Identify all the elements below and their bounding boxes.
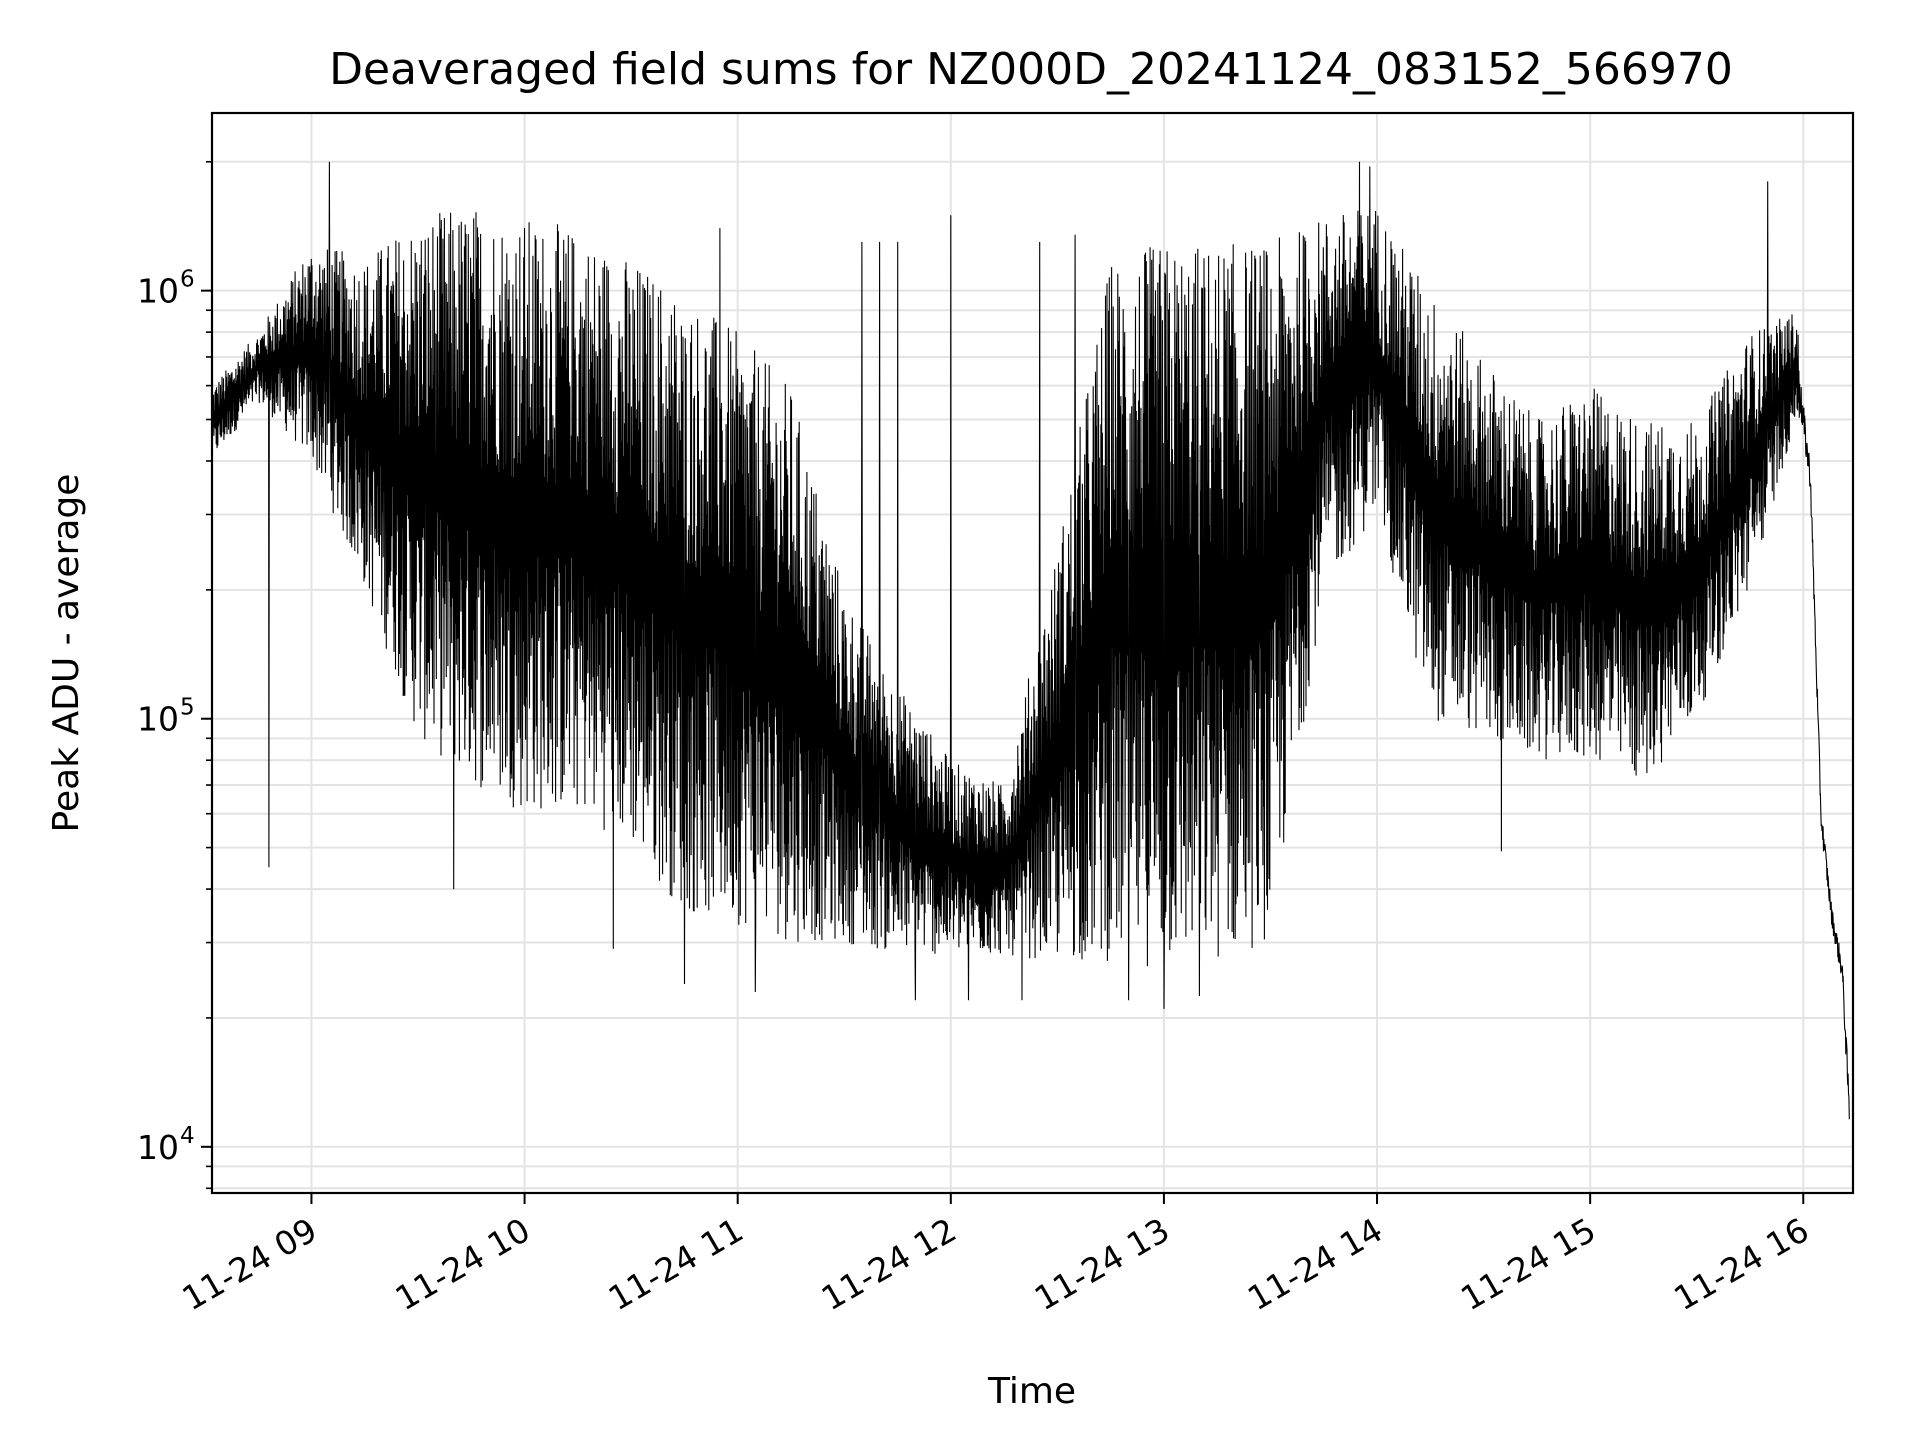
- x-tick-label: 11-24 14: [1241, 1210, 1389, 1318]
- series-line: [211, 161, 1850, 1120]
- y-tick-label: 10: [137, 1128, 179, 1167]
- y-tick-label: 10: [137, 700, 179, 739]
- y-axis-label: Peak ADU - average: [46, 474, 87, 833]
- chart-title: Deaveraged field sums for NZ000D_2024112…: [329, 44, 1733, 95]
- y-tick-exponent: 5: [180, 695, 195, 721]
- x-tick-label: 11-24 16: [1667, 1210, 1815, 1318]
- x-tick-label: 11-24 10: [389, 1210, 537, 1318]
- plot-frame: [210, 111, 1855, 1195]
- x-tick-label: 11-24 09: [175, 1210, 323, 1318]
- x-axis-label: Time: [987, 1371, 1076, 1412]
- x-tick-label: 11-24 13: [1028, 1210, 1176, 1318]
- y-tick-label: 10: [137, 272, 179, 311]
- x-tick-label: 11-24 11: [602, 1210, 750, 1318]
- series-path: [211, 161, 1850, 1120]
- y-tick-exponent: 6: [180, 267, 195, 293]
- y-tick-exponent: 4: [180, 1123, 195, 1149]
- x-tick-label: 11-24 12: [815, 1210, 963, 1318]
- x-tick-label: 11-24 15: [1454, 1210, 1602, 1318]
